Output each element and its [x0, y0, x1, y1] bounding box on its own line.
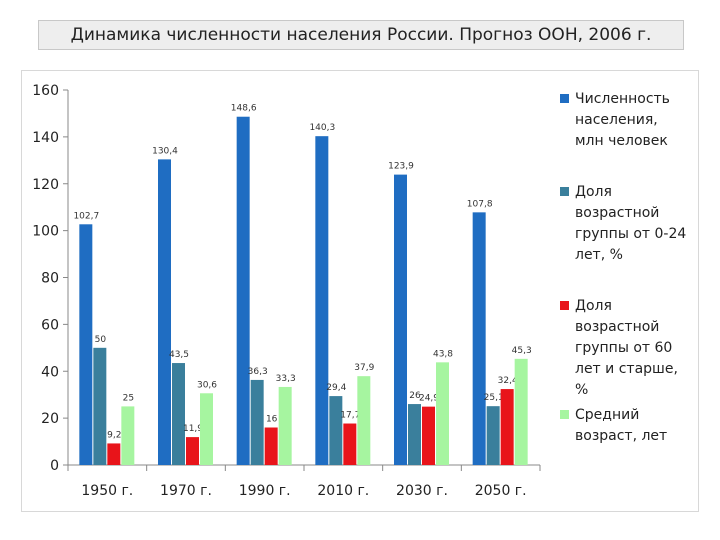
data-label: 17,7	[340, 411, 360, 421]
legend-label: возрастной	[575, 319, 659, 335]
legend-label: лет, %	[575, 247, 623, 263]
legend-label: группы от 0-24	[575, 226, 686, 242]
bar	[121, 406, 135, 465]
data-label: 45,3	[512, 346, 532, 356]
y-tick-label: 100	[32, 224, 59, 240]
bar	[472, 212, 486, 465]
bar	[436, 362, 449, 465]
page-title: Динамика численности населения России. П…	[38, 20, 684, 50]
bar	[422, 406, 435, 465]
bar	[408, 404, 421, 465]
data-label: 25	[123, 393, 134, 403]
legend-label: лет и старше,	[575, 361, 678, 377]
data-label: 11,9	[183, 424, 203, 434]
data-label: 50	[95, 335, 107, 345]
y-tick-label: 80	[41, 271, 59, 287]
bar	[357, 376, 371, 465]
y-tick-label: 0	[50, 458, 59, 474]
bar	[500, 389, 514, 465]
y-tick-label: 140	[32, 130, 59, 146]
bar	[93, 347, 107, 465]
data-label: 130,4	[152, 146, 178, 156]
x-tick-label: 2010 г.	[317, 483, 369, 499]
legend-label: Средний	[575, 407, 639, 423]
bar	[200, 393, 213, 465]
y-tick-label: 60	[41, 317, 59, 333]
x-tick-label: 1970 г.	[160, 483, 212, 499]
data-label: 25,1	[484, 393, 504, 403]
data-label: 29,4	[326, 383, 346, 393]
bar	[278, 386, 292, 465]
legend-label: Численность	[575, 91, 670, 107]
bar	[329, 396, 343, 465]
legend-label: возрастной	[575, 205, 659, 221]
data-label: 37,9	[354, 363, 374, 373]
y-tick-label: 40	[41, 364, 59, 380]
legend-swatch	[560, 301, 569, 310]
legend-label: млн человек	[575, 133, 668, 149]
legend-label: населения,	[575, 112, 658, 128]
bar	[158, 159, 171, 465]
y-tick-label: 20	[41, 411, 59, 427]
data-label: 148,6	[231, 104, 257, 114]
bar	[514, 358, 528, 465]
data-label: 32,4	[498, 376, 518, 386]
bar	[79, 224, 93, 465]
data-label: 26	[409, 391, 421, 401]
legend-swatch	[560, 187, 569, 196]
legend-label: возраст, лет	[575, 428, 667, 444]
data-label: 33,3	[276, 374, 296, 384]
data-label: 102,7	[73, 211, 99, 221]
data-label: 36,3	[248, 367, 268, 377]
bar	[264, 427, 278, 465]
bar	[394, 174, 407, 465]
data-label: 24,9	[419, 394, 439, 404]
data-label: 9,2	[107, 430, 121, 440]
bar	[186, 437, 199, 465]
legend-label: группы от 60	[575, 340, 672, 356]
data-label: 123,9	[388, 162, 414, 172]
y-tick-label: 120	[32, 177, 59, 193]
data-label: 30,6	[197, 380, 217, 390]
bar	[250, 379, 264, 465]
data-label: 16	[266, 415, 278, 425]
bar	[172, 363, 185, 465]
y-tick-label: 160	[32, 83, 59, 99]
bar	[486, 406, 500, 465]
data-label: 43,5	[169, 350, 189, 360]
bar	[236, 116, 250, 465]
data-label: 107,8	[467, 199, 493, 209]
bar	[107, 443, 121, 465]
legend-label: Доля	[575, 184, 612, 200]
x-tick-label: 2030 г.	[396, 483, 448, 499]
x-tick-label: 1990 г.	[239, 483, 291, 499]
x-tick-label: 1950 г.	[81, 483, 133, 499]
x-tick-label: 2050 г.	[475, 483, 527, 499]
legend-swatch	[560, 410, 569, 419]
legend-label: Доля	[575, 298, 612, 314]
legend-swatch	[560, 94, 569, 103]
bar	[343, 423, 357, 465]
data-label: 140,3	[309, 123, 335, 133]
bar	[315, 136, 329, 465]
legend-label: %	[575, 382, 588, 398]
data-label: 43,8	[433, 349, 453, 359]
